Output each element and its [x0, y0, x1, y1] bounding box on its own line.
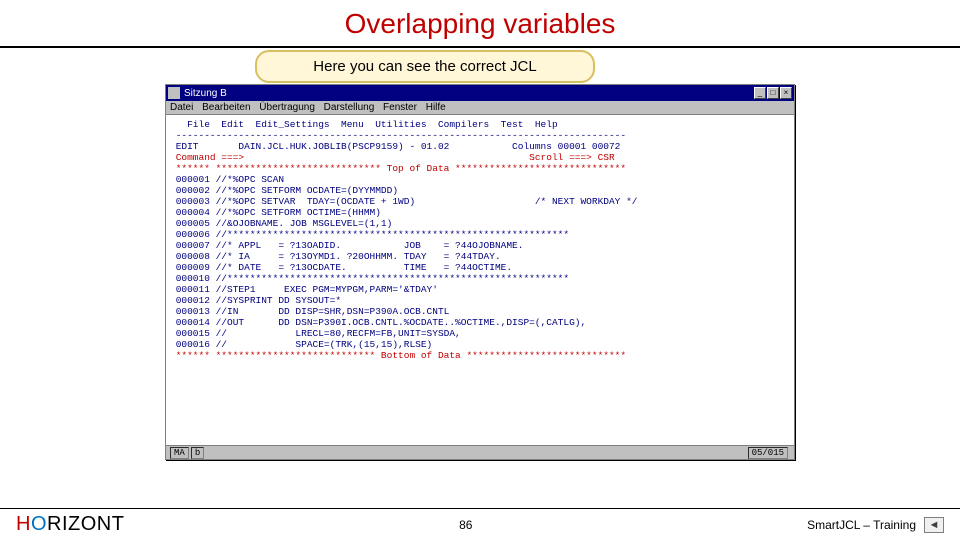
slide-footer: HORIZONT 86 SmartJCL – Training ◄ — [0, 508, 960, 540]
menu-item[interactable]: Bearbeiten — [202, 102, 250, 113]
jcl-line: 000013 //IN DD DISP=SHR,DSN=P390A.OCB.CN… — [170, 306, 449, 317]
jcl-line: 000012 //SYSPRINT DD SYSOUT=* — [170, 295, 341, 306]
jcl-line: 000010 //*******************************… — [170, 273, 569, 284]
page-number: 86 — [124, 518, 807, 532]
bottom-of-data: ****** **************************** Bott… — [170, 350, 626, 361]
training-label: SmartJCL – Training — [807, 518, 916, 532]
brand-h: H — [16, 513, 31, 535]
terminal-screen[interactable]: File Edit Edit_Settings Menu Utilities C… — [166, 115, 794, 445]
jcl-line: 000003 //*%OPC SETVAR TDAY=(OCDATE + 1WD… — [170, 196, 637, 207]
status-cell: MA — [170, 447, 189, 459]
jcl-line: 000009 //* DATE = ?13OCDATE. TIME = ?44O… — [170, 262, 512, 273]
jcl-line: 000002 //*%OPC SETFORM OCDATE=(DYYMMDD) — [170, 185, 398, 196]
menu-item[interactable]: Darstellung — [324, 102, 375, 113]
edit-header: EDIT DAIN.JCL.HUK.JOBLIB(PSCP9159) - 01.… — [170, 141, 620, 152]
status-cell: b — [191, 447, 204, 459]
app-icon — [168, 87, 180, 99]
slide-title: Overlapping variables — [0, 0, 960, 46]
callout-box: Here you can see the correct JCL — [255, 50, 595, 83]
footer-right: SmartJCL – Training ◄ — [807, 517, 944, 533]
rule-line: ----------------------------------------… — [170, 130, 626, 141]
titlebar[interactable]: Sitzung B _ □ × — [166, 85, 794, 101]
menu-item[interactable]: Fenster — [383, 102, 417, 113]
jcl-line: 000006 //*******************************… — [170, 229, 569, 240]
window-title: Sitzung B — [184, 88, 754, 99]
brand-rest: RIZONT — [47, 513, 124, 535]
jcl-line: 000007 //* APPL = ?13OADID. JOB = ?44OJO… — [170, 240, 523, 251]
menu-item[interactable]: Hilfe — [426, 102, 446, 113]
cursor-position: 05/015 — [748, 447, 788, 459]
minimize-button[interactable]: _ — [754, 87, 766, 99]
brand-o: O — [31, 513, 47, 535]
content-area: Here you can see the correct JCL Sitzung… — [0, 48, 960, 460]
brand-logo: HORIZONT — [16, 513, 124, 536]
jcl-line: 000008 //* IA = ?13OYMD1. ?20OHHMM. TDAY… — [170, 251, 501, 262]
jcl-line: 000011 //STEP1 EXEC PGM=MYPGM,PARM='&TDA… — [170, 284, 438, 295]
jcl-line: 000016 // SPACE=(TRK,(15,15),RLSE) — [170, 339, 432, 350]
jcl-line: 000004 //*%OPC SETFORM OCTIME=(HHMM) — [170, 207, 381, 218]
maximize-button[interactable]: □ — [767, 87, 779, 99]
menu-item[interactable]: Datei — [170, 102, 193, 113]
jcl-line: 000014 //OUT DD DSN=P390I.OCB.CNTL.%OCDA… — [170, 317, 586, 328]
ispf-menu: File Edit Edit_Settings Menu Utilities C… — [170, 119, 558, 130]
jcl-line: 000015 // LRECL=80,RECFM=FB,UNIT=SYSDA, — [170, 328, 461, 339]
jcl-line: 000001 //*%OPC SCAN — [170, 174, 284, 185]
close-button[interactable]: × — [780, 87, 792, 99]
command-line[interactable]: Command ===> Scroll ===> CSR — [170, 152, 620, 163]
statusbar: MA b 05/015 — [166, 445, 794, 459]
menu-item[interactable]: Übertragung — [259, 102, 315, 113]
menubar[interactable]: Datei Bearbeiten Übertragung Darstellung… — [166, 101, 794, 115]
jcl-line: 000005 //&OJOBNAME. JOB MSGLEVEL=(1,1) — [170, 218, 392, 229]
prev-slide-icon[interactable]: ◄ — [924, 517, 944, 533]
top-of-data: ****** ***************************** Top… — [170, 163, 626, 174]
emulator-window: Sitzung B _ □ × Datei Bearbeiten Übertra… — [165, 84, 795, 460]
window-controls: _ □ × — [754, 87, 792, 99]
